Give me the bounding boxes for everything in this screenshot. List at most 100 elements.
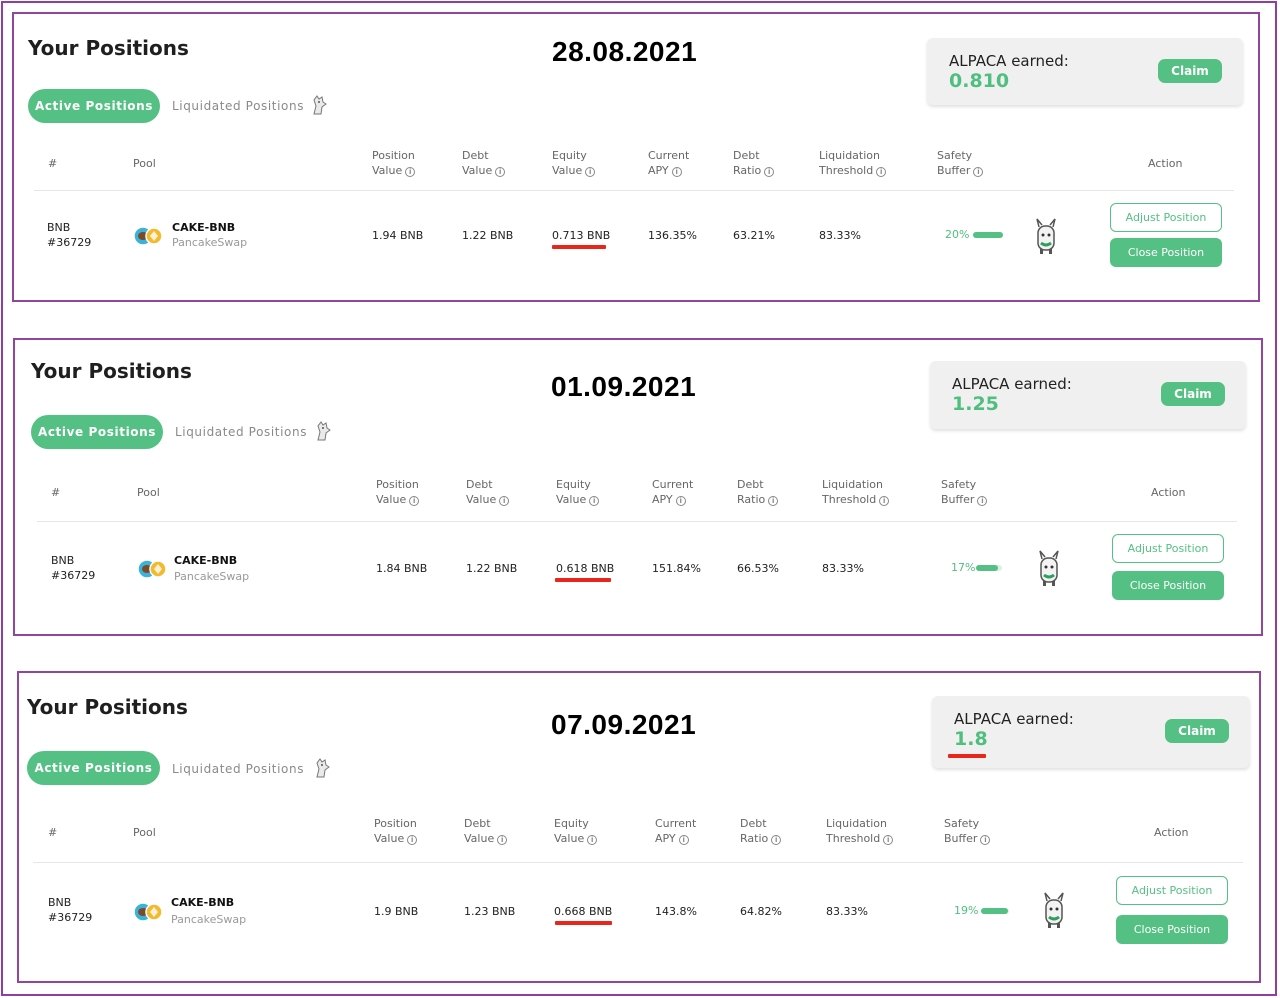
safety-buffer-bar [981, 908, 1009, 914]
current-apy: 136.35% [648, 229, 697, 242]
close-position-button[interactable]: Close Position [1110, 238, 1222, 267]
debt-value: 1.23 BNB [464, 905, 516, 918]
page-title: Your Positions [31, 359, 192, 383]
pool-dex: PancakeSwap [174, 570, 250, 583]
header-line: Debt [466, 478, 493, 491]
liquidation-threshold: 83.33% [819, 229, 861, 242]
info-icon[interactable]: i [876, 167, 887, 177]
col-header-position-value: Position Value i [374, 816, 418, 846]
pool-dex: PancakeSwap [172, 236, 248, 249]
info-icon[interactable]: i [497, 835, 508, 845]
tab-active-positions[interactable]: Active Positions [28, 89, 160, 123]
header-line: Liquidation [819, 149, 880, 162]
pool-name: CAKE-BNB [171, 896, 235, 909]
col-header-num: # [48, 157, 58, 170]
tab-active-positions[interactable]: Active Positions [31, 415, 163, 449]
header-line: Debt [740, 817, 767, 830]
info-icon[interactable]: i [764, 167, 775, 177]
debt-ratio: 64.82% [740, 905, 782, 918]
col-header-pool: Pool [137, 486, 160, 499]
position-id: #36729 [48, 911, 93, 924]
alpaca-earned-card: ALPACA earned: 1.25 Claim [930, 361, 1246, 429]
table-divider [37, 521, 1237, 522]
tab-liquidated-positions[interactable]: Liquidated Positions [175, 425, 308, 439]
earned-highlight-underline [948, 754, 986, 758]
col-header-debt-value: Debt Value i [466, 477, 510, 507]
tab-active-positions[interactable]: Active Positions [27, 751, 160, 785]
earned-label: ALPACA earned: [952, 375, 1072, 393]
claim-button[interactable]: Claim [1165, 719, 1229, 743]
col-header-debt-ratio: Debt Ratio i [740, 816, 782, 846]
col-header-pool: Pool [133, 157, 156, 170]
header-line: Threshold [819, 164, 874, 177]
info-icon[interactable]: i [405, 167, 416, 177]
position-asset: BNB #36729 [48, 895, 92, 925]
info-icon[interactable]: i [980, 835, 991, 845]
info-icon[interactable]: i [973, 167, 984, 177]
position-value: 1.9 BNB [374, 905, 419, 918]
equity-highlight-underline [555, 921, 612, 925]
col-header-safety-buffer: Safety Buffer i [941, 477, 988, 507]
tab-liquidated-positions[interactable]: Liquidated Positions [172, 99, 305, 113]
info-icon[interactable]: i [585, 167, 596, 177]
info-icon[interactable]: i [883, 835, 894, 845]
info-icon[interactable]: i [977, 496, 988, 506]
safety-buffer-value: 19% [954, 904, 979, 917]
info-icon[interactable]: i [495, 167, 506, 177]
info-icon[interactable]: i [678, 835, 689, 845]
adjust-position-button[interactable]: Adjust Position [1116, 876, 1228, 905]
info-icon[interactable]: i [589, 496, 600, 506]
col-header-liquidation-threshold: Liquidation Threshold i [819, 148, 887, 178]
col-header-action: Action [1151, 486, 1186, 499]
header-line: Value [372, 164, 403, 177]
equity-value: 0.668 BNB [554, 905, 613, 918]
adjust-position-button[interactable]: Adjust Position [1110, 203, 1222, 232]
cake-bnb-token-pair-icon [133, 902, 163, 922]
info-icon[interactable]: i [407, 835, 418, 845]
alpaca-mascot-icon [1036, 218, 1056, 254]
position-value: 1.94 BNB [372, 229, 424, 242]
current-apy: 143.8% [655, 905, 697, 918]
info-icon[interactable]: i [587, 835, 598, 845]
asset-symbol: BNB [51, 554, 75, 567]
info-icon[interactable]: i [671, 167, 682, 177]
position-id: #36729 [51, 569, 96, 582]
close-position-button[interactable]: Close Position [1116, 915, 1228, 944]
info-icon[interactable]: i [768, 496, 779, 506]
info-icon[interactable]: i [409, 496, 420, 506]
pool-name: CAKE-BNB [172, 221, 236, 234]
header-line: Threshold [826, 832, 881, 845]
close-position-button[interactable]: Close Position [1112, 571, 1224, 600]
col-header-action: Action [1148, 157, 1183, 170]
claim-button[interactable]: Claim [1158, 59, 1222, 83]
adjust-position-button[interactable]: Adjust Position [1112, 534, 1224, 563]
header-line: Equity [554, 817, 589, 830]
claim-button[interactable]: Claim [1161, 382, 1225, 406]
col-header-debt-ratio: Debt Ratio i [737, 477, 779, 507]
header-line: Buffer [944, 832, 978, 845]
pool-name: CAKE-BNB [174, 554, 238, 567]
info-icon[interactable]: i [879, 496, 890, 506]
page-title: Your Positions [28, 36, 189, 60]
info-icon[interactable]: i [771, 835, 782, 845]
col-header-position-value: Position Value i [376, 477, 420, 507]
alpaca-mascot-icon [313, 95, 327, 115]
safety-buffer-bar [976, 565, 1002, 571]
equity-highlight-underline [555, 578, 611, 582]
equity-highlight-underline [552, 245, 606, 249]
tab-liquidated-positions[interactable]: Liquidated Positions [172, 762, 305, 776]
header-line: Debt [464, 817, 491, 830]
header-line: Value [466, 493, 497, 506]
header-line: Liquidation [822, 478, 883, 491]
header-line: Threshold [822, 493, 877, 506]
col-header-equity-value: Equity Value i [552, 148, 596, 178]
earned-label: ALPACA earned: [949, 52, 1069, 70]
col-header-safety-buffer: Safety Buffer i [944, 816, 991, 846]
header-line: Ratio [733, 164, 762, 177]
cake-bnb-token-pair-icon [137, 559, 167, 579]
alpaca-earned-card: ALPACA earned: 0.810 Claim [927, 38, 1243, 105]
alpaca-mascot-icon [1039, 550, 1059, 586]
info-icon[interactable]: i [675, 496, 686, 506]
info-icon[interactable]: i [499, 496, 510, 506]
debt-value: 1.22 BNB [462, 229, 514, 242]
